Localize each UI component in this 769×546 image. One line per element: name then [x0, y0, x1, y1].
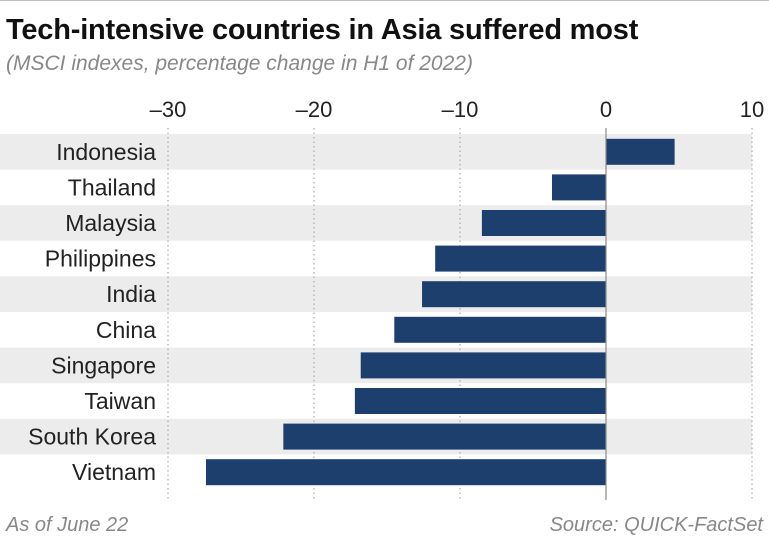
x-tick-label: 10 — [740, 97, 764, 122]
category-label: Philippines — [45, 246, 156, 272]
x-tick-label: 0 — [600, 97, 612, 122]
category-label: Thailand — [68, 174, 156, 200]
row-band — [0, 205, 752, 241]
x-tick-label: –20 — [296, 97, 333, 122]
category-label: India — [106, 281, 156, 307]
gridlines — [167, 128, 753, 500]
category-label: China — [96, 317, 156, 343]
bars — [205, 138, 675, 486]
x-tick-labels: –30 –20 –10 0 10 — [150, 97, 765, 122]
bar-south-korea — [283, 423, 606, 450]
x-tick-label: –30 — [150, 97, 187, 122]
category-label: Indonesia — [56, 139, 156, 165]
top-rule — [0, 0, 769, 1]
category-label: South Korea — [28, 424, 156, 450]
bar-vietnam — [205, 459, 606, 486]
category-label: Malaysia — [65, 210, 156, 236]
category-label: Taiwan — [84, 388, 156, 414]
bar-malaysia — [481, 210, 606, 236]
bar-taiwan — [354, 388, 606, 414]
footer-note: As of June 22 — [6, 514, 129, 536]
row-band — [0, 276, 752, 312]
category-labels: Indonesia Thailand Malaysia Philippines Indi… — [28, 139, 156, 485]
chart-subtitle: (MSCI indexes, percentage change in H1 o… — [6, 52, 473, 75]
x-tick-label: –10 — [442, 97, 479, 122]
bar-india — [422, 281, 606, 308]
bar-singapore — [360, 352, 606, 379]
category-label: Singapore — [51, 352, 156, 378]
bar-indonesia — [606, 138, 675, 165]
bar-china — [394, 316, 606, 343]
bar-thailand — [551, 174, 606, 201]
category-label: Vietnam — [72, 459, 156, 485]
footer-source: Source: QUICK-FactSet — [549, 514, 763, 536]
chart-title: Tech-intensive countries in Asia suffere… — [6, 14, 639, 46]
row-bands — [0, 134, 752, 455]
bar-philippines — [435, 245, 606, 272]
